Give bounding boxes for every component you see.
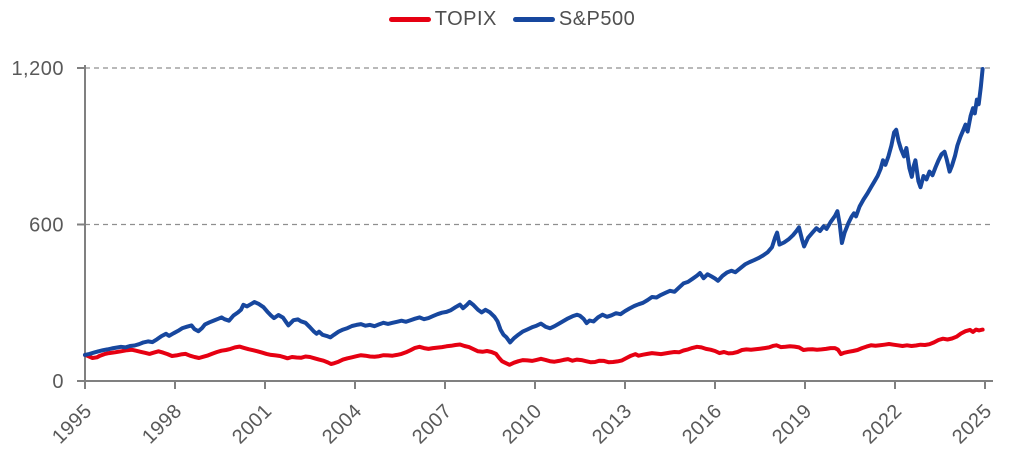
legend-item-sp500: S&P500 (512, 8, 636, 30)
y-tick-label: 1,200 (11, 58, 64, 80)
legend-item-topix: TOPIX (388, 8, 497, 30)
axis-labels: 0 600 1,200 1995 1998 2001 2004 2007 2010 2013 201… (11, 58, 996, 448)
sp500-series-line (83, 67, 985, 357)
legend-label-topix: TOPIX (434, 8, 497, 30)
y-tick-label: 0 (52, 371, 64, 393)
x-tick-label: 2001 (228, 400, 276, 448)
x-tick-label: 2007 (408, 400, 456, 448)
legend-label-sp500: S&P500 (558, 8, 636, 30)
sp500-line-swatch (512, 16, 555, 22)
x-tick-label: 1995 (48, 400, 96, 448)
topix-line-swatch (388, 16, 431, 22)
x-tick-label: 2013 (588, 400, 636, 448)
x-tick-label: 1998 (138, 400, 186, 448)
gridlines (85, 67, 990, 226)
axis-ticks (77, 67, 986, 389)
y-tick-label: 600 (29, 215, 64, 237)
chart-legend: TOPIX S&P500 (0, 9, 1024, 29)
x-tick-label: 2025 (948, 400, 996, 448)
topix-series-line (83, 327, 985, 367)
x-tick-label: 2016 (678, 400, 726, 448)
x-tick-label: 2010 (498, 400, 546, 448)
axes (84, 65, 993, 382)
series-lines (83, 67, 985, 367)
x-tick-label: 2004 (318, 400, 366, 448)
x-tick-label: 2019 (768, 400, 816, 448)
x-tick-label: 2022 (858, 400, 906, 448)
